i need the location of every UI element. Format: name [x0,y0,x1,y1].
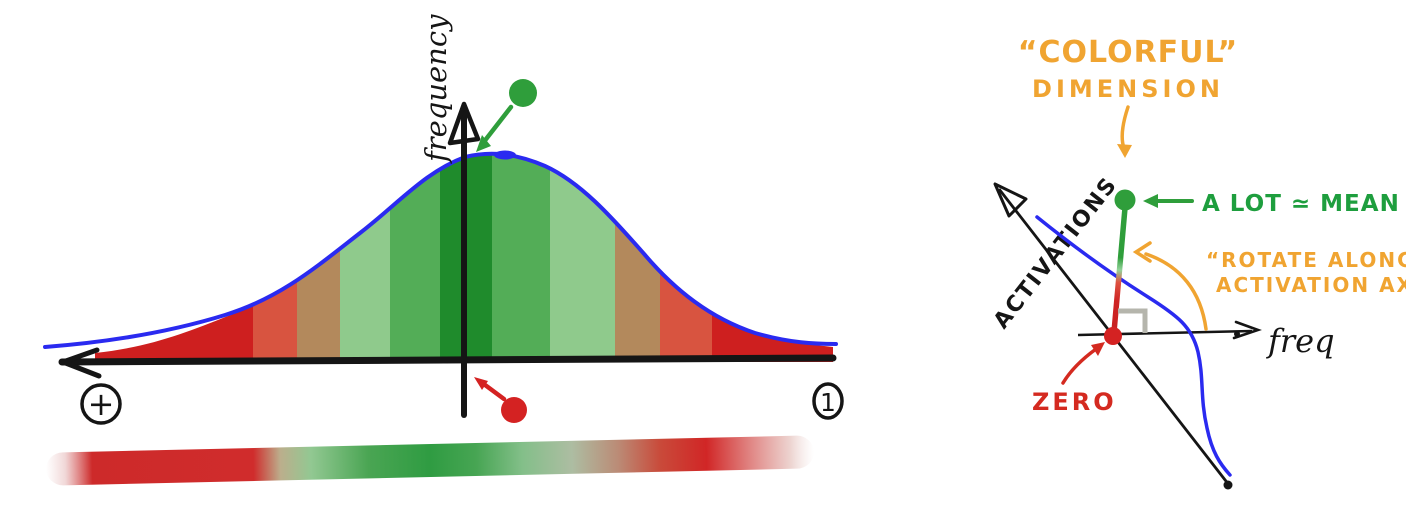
orange-down-arrowhead-icon [1117,144,1132,158]
sigmoid-blue-curve [1035,215,1232,477]
zero-arrowhead-icon [1091,342,1105,356]
freq-axis-arrowhead-icon [1232,320,1262,340]
distribution-band [712,153,833,362]
rotate-annotation-line1: “ROTATE ALONG ” [1206,248,1406,272]
rotate-annotation-line2: ACTIVATION AXIS [1216,273,1406,297]
orange-down-arrow-shaft [1120,105,1130,150]
origin-red-dot [1104,327,1122,345]
activations-axis-end-dot [1223,480,1233,490]
plus-symbol-glyph: + [88,385,115,423]
activation-diagram: ACTIVATIONS freq “COLORFUL” DIMENSION A … [989,35,1406,490]
freq-axis [1077,329,1253,337]
distribution-band [95,153,253,362]
activations-arrowhead-icon [993,182,1028,218]
green-arrowhead-icon [476,135,491,152]
bell-distribution: frequency + 1 [43,14,844,486]
distribution-band [253,153,297,362]
freq-axis-tick-dot [1234,331,1240,337]
right-angle-marker [1118,308,1148,333]
x-axis [58,354,837,366]
mean-green-dot [509,79,537,107]
mean-annotation-label: A LOT ≃ MEAN [1202,191,1400,217]
zero-red-dot [501,397,527,423]
green-arrow-shaft [480,104,514,146]
bell-curve-blue-line [43,151,838,349]
distribution-band [390,153,440,362]
distribution-band [550,153,615,362]
mean-green-dot-small [1114,189,1136,211]
zero-arrow-shaft [1061,347,1098,385]
colorful-dimension-vector [1111,205,1128,335]
circled-one-symbol: 1 [812,382,844,420]
distribution-band [660,153,712,362]
freq-axis-label: freq [1266,322,1335,360]
color-gradient-strip [46,435,814,486]
colorful-title-line1: “COLORFUL” [1018,35,1238,70]
distribution-band [340,153,390,362]
one-symbol-glyph: 1 [820,388,836,417]
x-axis-left-arrowhead-icon [60,347,102,379]
circled-plus-symbol: + [80,383,122,425]
activations-axis-label: ACTIVATIONS [989,172,1123,333]
frequency-axis-label: frequency [419,14,453,164]
zero-annotation-label: ZERO [1032,388,1117,416]
orange-arc-arrowhead-icon [1132,241,1152,263]
mean-left-arrowhead-icon [1143,194,1158,208]
y-axis-arrowhead-icon [447,101,481,146]
distribution-band [492,153,550,362]
colorful-title-line2: DIMENSION [1032,75,1224,103]
peak-blue-mark [494,150,516,160]
distribution-band [615,153,660,362]
red-arrowhead-icon [474,377,488,390]
orange-arc-arrow-shaft [1144,252,1208,331]
